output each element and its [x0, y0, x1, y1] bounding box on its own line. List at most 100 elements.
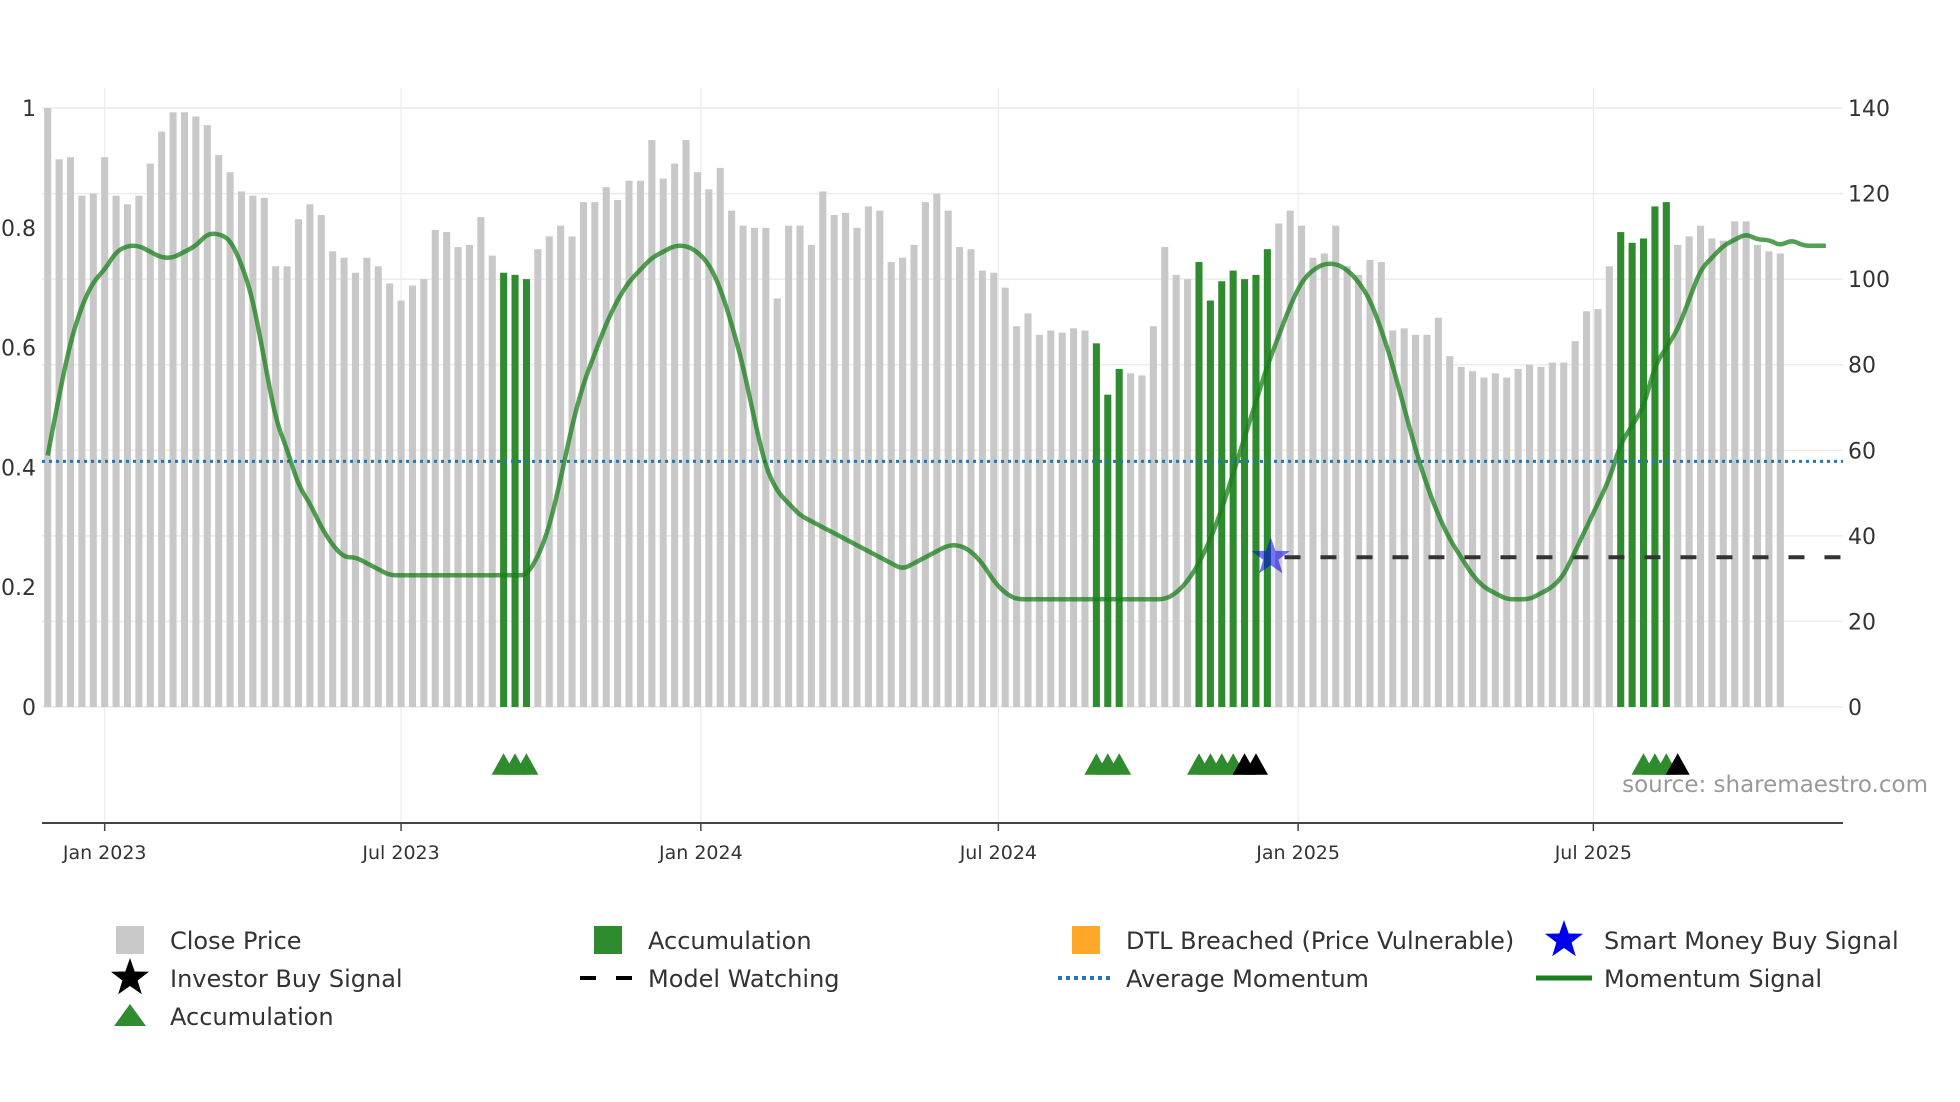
close-price-bar — [1172, 274, 1180, 707]
close-price-bar — [591, 202, 599, 707]
close-price-bar — [66, 157, 75, 707]
right-axis-tick: 60 — [1848, 439, 1876, 464]
close-price-bar — [944, 210, 952, 707]
close-price-bar — [921, 202, 929, 707]
close-price-bar — [636, 180, 644, 708]
axes: 0 0.2 0.4 0.6 0.8 1 0 20 40 60 80 100 120 140 Jan 2023… — [1, 97, 1890, 864]
left-axis-tick: 0.4 — [1, 456, 36, 481]
legend-item: Average Momentum — [1058, 965, 1369, 993]
close-price-bar — [1560, 362, 1568, 707]
close-price-bar — [1582, 311, 1591, 707]
close-price-bar — [1286, 210, 1294, 707]
close-price-bar — [1605, 266, 1613, 707]
close-price-bar — [682, 140, 690, 708]
accumulation-bar — [1229, 270, 1237, 707]
close-price-bar — [363, 257, 371, 707]
close-price-bar — [602, 187, 610, 707]
close-price-bar — [1058, 332, 1066, 708]
close-price-bar — [1275, 223, 1283, 707]
close-price-bars — [44, 108, 1784, 708]
close-price-bar — [1024, 313, 1032, 707]
close-price-bar — [1423, 334, 1431, 707]
right-axis-tick: 120 — [1848, 183, 1890, 208]
close-price-bar — [249, 195, 257, 707]
close-price-bar — [648, 140, 656, 708]
close-price-bar — [1480, 377, 1488, 707]
close-price-bar — [1526, 364, 1534, 707]
close-price-bar — [112, 195, 120, 707]
close-price-bar — [807, 244, 815, 707]
close-price-bar — [465, 244, 473, 707]
legend-item: Accumulation — [114, 1003, 334, 1031]
close-price-bar — [1309, 257, 1317, 707]
legend-item: Momentum Signal — [1536, 965, 1822, 993]
close-price-bar — [44, 108, 52, 707]
legend-label: Average Momentum — [1126, 965, 1369, 993]
close-price-bar — [1674, 244, 1682, 707]
close-price-bar — [89, 193, 97, 707]
close-price-bar — [1731, 221, 1739, 707]
close-price-bar — [693, 172, 701, 707]
smart-money-buy-signal — [1251, 537, 1290, 574]
close-price-bar — [203, 125, 211, 708]
close-price-bar — [956, 247, 964, 708]
close-price-bar — [1446, 356, 1454, 707]
close-price-bar — [226, 172, 234, 707]
close-price-bar — [272, 266, 280, 707]
close-price-bar — [146, 163, 154, 707]
close-price-bar — [135, 195, 143, 707]
accumulation-bar — [1651, 206, 1659, 707]
accumulation-bar — [511, 274, 519, 707]
close-price-bar — [568, 236, 576, 708]
close-price-bar — [1047, 330, 1055, 707]
legend-item: Close Price — [116, 926, 302, 955]
x-axis-tick-label: Jul 2025 — [1554, 842, 1632, 864]
close-price-bar — [1013, 326, 1021, 707]
close-price-bar — [408, 285, 416, 707]
legend: Close Price Accumulation DTL Breached (Pri… — [111, 920, 1899, 1031]
close-price-bar — [534, 249, 542, 707]
right-axis-tick: 100 — [1848, 268, 1890, 293]
close-price-bar — [317, 214, 325, 707]
close-price-bar — [1571, 341, 1579, 707]
close-price-bar — [659, 178, 667, 708]
close-price-bar — [169, 112, 177, 707]
x-axis-tick-label: Jan 2024 — [658, 842, 743, 864]
close-price-bar — [1719, 240, 1727, 707]
close-price-bar — [716, 167, 724, 707]
close-price-bar — [420, 279, 428, 707]
left-axis-tick: 0.6 — [1, 337, 36, 362]
close-price-bar — [967, 249, 975, 707]
close-price-bar — [545, 236, 553, 708]
close-price-bar — [306, 204, 314, 707]
accumulation-bar — [1092, 343, 1100, 707]
accumulation-bar — [522, 279, 530, 707]
legend-triangle-icon — [114, 1004, 146, 1026]
close-price-bar — [887, 262, 895, 707]
close-price-bar — [1366, 259, 1374, 707]
close-price-bar — [819, 191, 827, 707]
close-price-bar — [1138, 375, 1146, 707]
close-price-bar — [192, 116, 200, 707]
close-price-bar — [1537, 366, 1545, 707]
close-price-bar — [1001, 287, 1009, 707]
accumulation-bar — [1617, 232, 1625, 707]
accumulation-bar — [1206, 300, 1214, 707]
close-price-bar — [1685, 236, 1693, 708]
accumulation-bar — [1662, 202, 1670, 707]
close-price-bar — [1400, 328, 1408, 707]
left-axis-tick: 0 — [22, 696, 36, 721]
close-price-bar — [1708, 238, 1716, 707]
close-price-bar — [1491, 373, 1499, 707]
close-price-bar — [842, 212, 850, 707]
close-price-bar — [1389, 330, 1397, 707]
close-price-bar — [55, 159, 63, 708]
close-price-bar — [1298, 225, 1306, 707]
close-price-bar — [990, 272, 998, 707]
close-price-bar — [579, 202, 587, 707]
accumulation-bar — [1263, 249, 1271, 707]
legend-star-icon — [1545, 920, 1583, 957]
momentum-signal-line — [45, 231, 1826, 602]
investor-buy-triangle — [1665, 753, 1690, 775]
